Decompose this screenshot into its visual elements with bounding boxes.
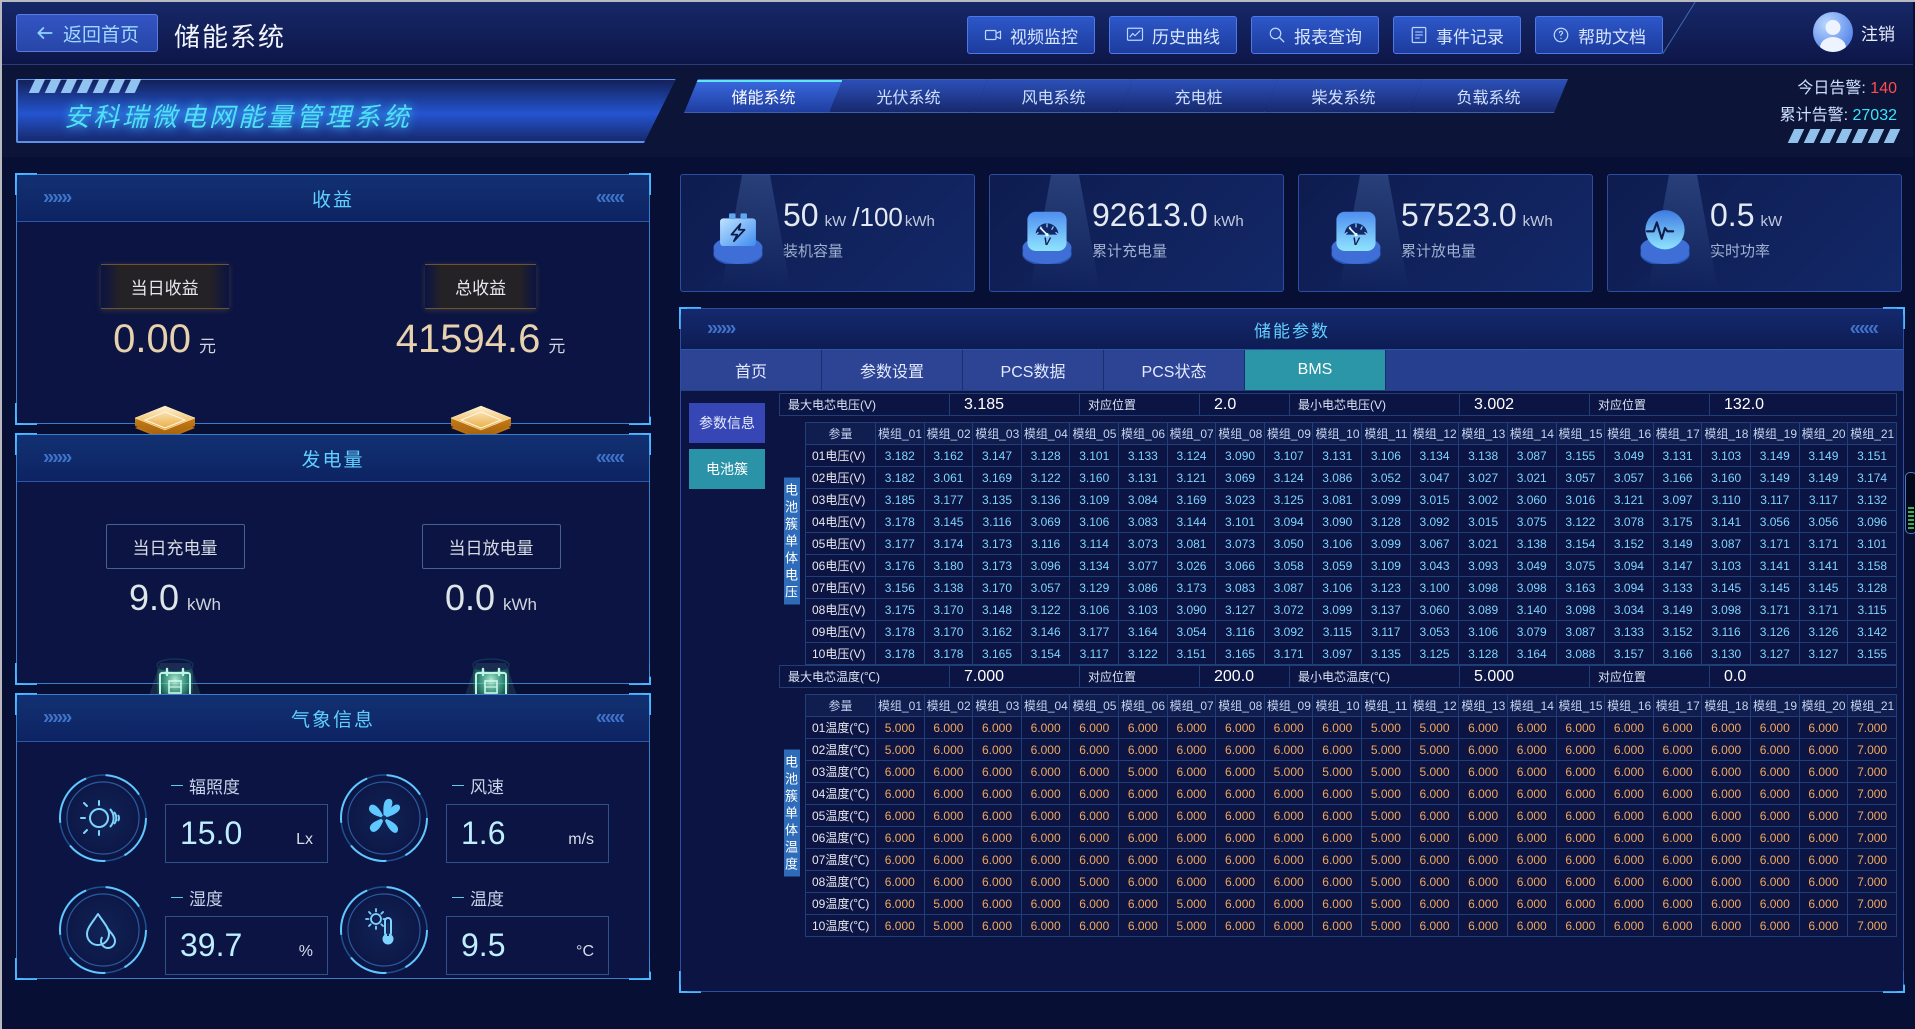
svg-text:V: V [1043,236,1051,248]
svg-text:V: V [1352,236,1360,248]
